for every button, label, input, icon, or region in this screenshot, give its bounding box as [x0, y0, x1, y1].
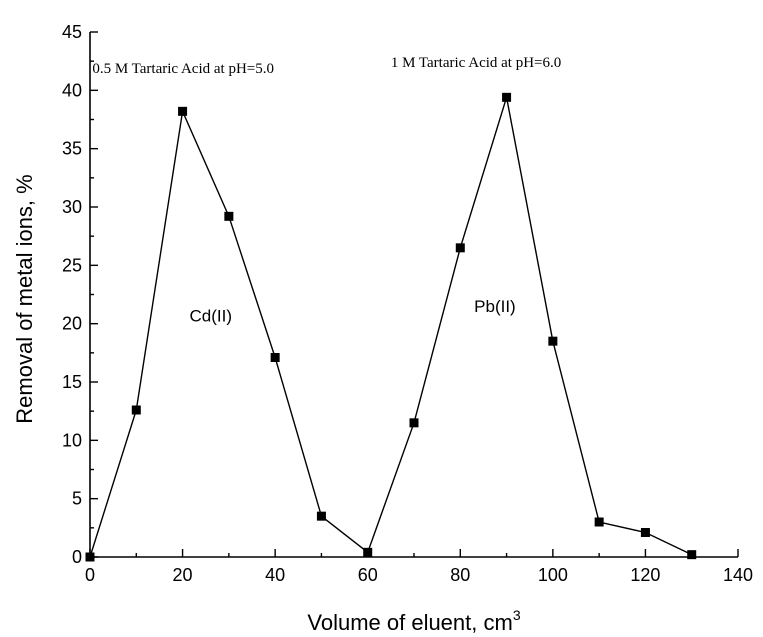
data-point [178, 106, 188, 116]
y-tick-label: 30 [62, 197, 82, 217]
data-point [502, 92, 512, 102]
x-axis-title-superscript: 3 [513, 607, 521, 623]
x-tick-label: 60 [358, 565, 378, 585]
x-tick-label: 80 [450, 565, 470, 585]
y-tick-label: 35 [62, 139, 82, 159]
y-tick-label: 5 [72, 489, 82, 509]
data-point [548, 336, 558, 346]
y-tick-label: 20 [62, 314, 82, 334]
axes [89, 32, 738, 558]
y-tick-label: 40 [62, 80, 82, 100]
data-point [270, 353, 280, 362]
plot-area [85, 92, 697, 562]
series-line [89, 97, 693, 558]
annotation-pb-condition: 1 M Tartaric Acid at pH=6.0 [391, 55, 561, 71]
data-point [640, 528, 650, 537]
y-tick-label: 0 [72, 547, 82, 567]
data-point [316, 511, 326, 521]
y-tick-label: 45 [62, 22, 82, 42]
y-tick-label: 25 [62, 255, 82, 275]
annotations: 0.5 M Tartaric Acid at pH=5.0 1 M Tartar… [92, 55, 561, 325]
annotation-cd-condition: 0.5 M Tartaric Acid at pH=5.0 [92, 61, 274, 77]
x-tick-label: 100 [538, 565, 568, 585]
x-axis-title: Volume of eluent, cm3 [307, 607, 520, 635]
data-point [455, 243, 465, 253]
y-tick-label: 10 [62, 430, 82, 450]
x-axis-title-text: Volume of eluent, cm [307, 610, 512, 635]
x-tick-label: 0 [85, 565, 95, 585]
x-tick-label: 140 [723, 565, 753, 585]
x-tick-label: 40 [265, 565, 285, 585]
y-axis-title: Removal of metal ions, % [12, 174, 37, 423]
data-point [594, 517, 604, 527]
annotation-pb-label: Pb(II) [474, 297, 516, 316]
data-point [131, 405, 141, 415]
x-tick-label: 120 [630, 565, 660, 585]
annotation-cd-label: Cd(II) [190, 306, 233, 325]
data-point [224, 211, 234, 221]
y-tick-label: 15 [62, 372, 82, 392]
data-point [409, 418, 419, 428]
x-tick-label: 20 [173, 565, 193, 585]
ticks: 0 20 40 60 80 100 120 140 0 5 10 15 20 25 30 35 40 45 [62, 22, 753, 585]
